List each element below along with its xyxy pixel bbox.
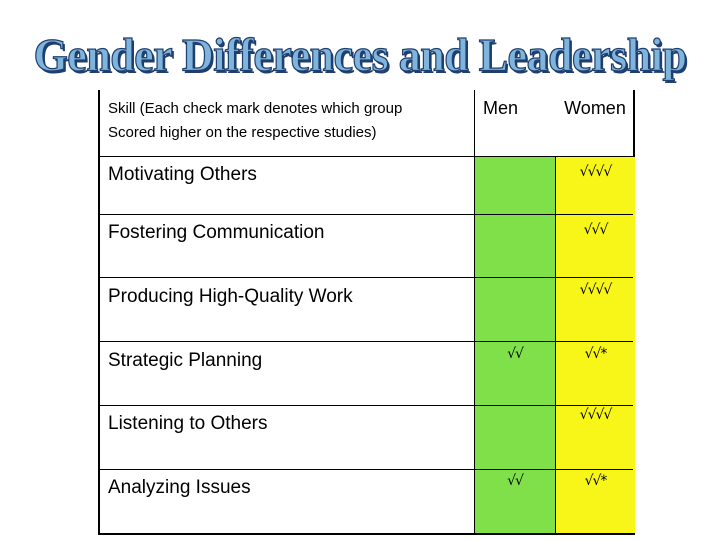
row-divider xyxy=(100,469,633,470)
row-divider xyxy=(100,341,633,342)
skills-table: Skill (Each check mark denotes which gro… xyxy=(98,90,635,535)
row-divider xyxy=(100,405,633,406)
skill-label: Motivating Others xyxy=(108,164,257,185)
skill-label: Strategic Planning xyxy=(108,350,263,371)
women-header: Women xyxy=(564,98,626,118)
skill-label: Analyzing Issues xyxy=(108,477,251,498)
men-column-fill xyxy=(475,157,555,533)
page-title: Gender Differences and Leadership xyxy=(33,29,688,82)
women-checkmarks: √√√ xyxy=(583,222,609,238)
header-divider xyxy=(100,156,633,157)
women-checkmarks: √√* xyxy=(584,473,608,489)
men-checkmarks: √√ xyxy=(507,473,524,489)
skill-header-line2: Scored higher on the respective studies) xyxy=(108,124,377,141)
row-divider xyxy=(100,214,633,215)
women-checkmarks: √√√√ xyxy=(579,282,613,298)
row-divider xyxy=(100,277,633,278)
men-column-left-border xyxy=(474,90,475,533)
women-column-fill xyxy=(556,157,635,533)
skill-label: Fostering Communication xyxy=(108,222,325,243)
skill-label: Producing High-Quality Work xyxy=(108,286,353,307)
women-checkmarks: √√* xyxy=(584,346,608,362)
men-header: Men xyxy=(483,98,519,118)
skill-label: Listening to Others xyxy=(108,413,268,434)
women-checkmarks: √√√√ xyxy=(579,407,613,423)
men-checkmarks: √√ xyxy=(507,346,524,362)
women-checkmarks: √√√√ xyxy=(579,164,613,180)
men-women-divider xyxy=(555,157,556,533)
skill-header: Skill (Each check mark denotes which gro… xyxy=(108,97,402,145)
skill-header-line1: Skill (Each check mark denotes which gro… xyxy=(108,100,403,117)
